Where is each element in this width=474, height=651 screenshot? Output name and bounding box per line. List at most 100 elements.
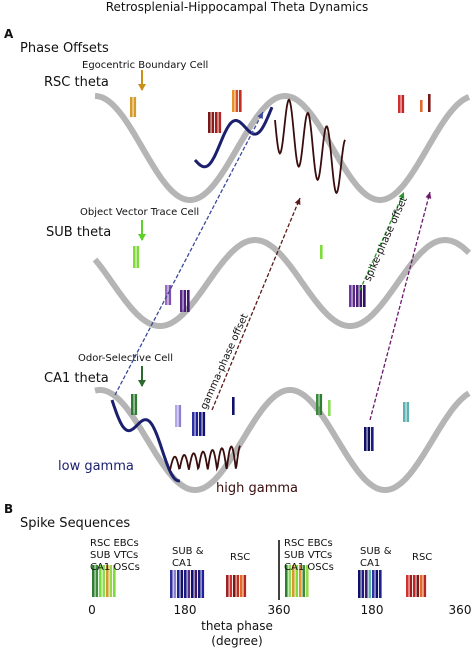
spike-bar [243, 575, 247, 597]
spike-bar [194, 570, 198, 598]
spike-bar [232, 397, 235, 415]
spike-bar [416, 575, 420, 597]
spike-bar [99, 565, 102, 597]
spike-bar [201, 570, 205, 598]
spike-bar [423, 575, 427, 597]
spike-bar [183, 290, 187, 312]
spike-bar [375, 570, 379, 598]
spike-bar [306, 565, 309, 597]
sequence-label: SUB & [360, 546, 392, 557]
cell-arrowhead [138, 234, 146, 241]
theta-waves [92, 92, 472, 494]
spike-bar [328, 400, 331, 416]
spike-bar [229, 575, 233, 597]
spike-bar [320, 245, 323, 259]
spike-bar [365, 570, 368, 598]
cell-label: Egocentric Boundary Cell [82, 60, 208, 71]
spike-bar [226, 575, 229, 597]
spike-bar [165, 285, 168, 305]
axis-tick-label: 180 [361, 603, 384, 617]
spike-bar [428, 94, 431, 112]
sequence-label: CA1 [360, 558, 380, 569]
panel-heading: Phase Offsets [20, 41, 109, 56]
low-gamma-label: low gamma [58, 459, 134, 474]
spike-bar [202, 412, 206, 436]
theta-wave [94, 92, 471, 203]
spike-bar [106, 565, 109, 597]
spike-bar [240, 575, 243, 597]
gamma-trace [110, 399, 181, 483]
spike-bar [211, 112, 215, 133]
spike-bar [356, 285, 359, 307]
spike-bar [295, 565, 299, 597]
spike-bar [178, 405, 182, 427]
spike-bar [175, 405, 178, 427]
sequence-label: SUB & [172, 546, 204, 557]
offset-arrow [211, 197, 301, 411]
spike-bar [235, 90, 239, 112]
sequence-label: RSC EBCs [284, 538, 333, 549]
spike-bar [352, 285, 356, 307]
axis-label: (degree) [211, 634, 262, 648]
gamma-trace [274, 98, 346, 195]
cell-arrowhead [138, 380, 146, 387]
offset-arrowhead [398, 192, 405, 199]
offset-arrow [114, 111, 264, 396]
spike-bar [136, 246, 140, 268]
spike-bar [192, 412, 195, 436]
spike-bar [359, 285, 363, 307]
spike-bar [109, 565, 113, 597]
axis-tick-label: 180 [174, 603, 197, 617]
spike-bar [131, 394, 134, 415]
sequence-label: SUB VTCs [284, 550, 332, 561]
spike-bar [401, 95, 405, 113]
spike-bar [420, 100, 423, 112]
sequence-label: RSC [230, 552, 250, 563]
spike-bar [199, 412, 202, 436]
spike-bar [420, 575, 423, 597]
spike-bar [302, 565, 306, 597]
spike-bar [218, 112, 222, 133]
spike-bar [364, 427, 367, 451]
spike-bar [372, 570, 375, 598]
sequence-label: RSC [412, 552, 432, 563]
spike-bar [316, 394, 319, 415]
spike-bar [406, 402, 410, 422]
spike-bar [187, 290, 190, 312]
spike-bar [349, 285, 352, 307]
spike-bar [208, 112, 211, 133]
gamma-trace [193, 106, 274, 169]
spike-bar [180, 570, 184, 598]
spike-bar [406, 575, 409, 597]
spike-bar [92, 565, 95, 597]
spike-bar [361, 570, 365, 598]
offset-arrows [114, 70, 432, 421]
sequence-label: SUB VTCs [90, 550, 138, 561]
high-gamma-label: high gamma [216, 481, 298, 496]
spike-bar [319, 394, 323, 415]
gamma-trace [169, 445, 241, 472]
offset-arrowhead [294, 198, 301, 205]
cell-label: Odor-Selective Cell [78, 353, 173, 364]
offset-arrowhead [257, 112, 263, 119]
spike-bar [215, 112, 218, 133]
axis-label: theta phase [201, 619, 273, 633]
spike-bar [187, 570, 191, 598]
spike-bar [168, 285, 172, 305]
spike-bar [371, 427, 374, 451]
spike-bar [113, 565, 116, 597]
spike-bar [198, 570, 201, 598]
panel-letter: B [4, 502, 13, 516]
gamma-offset-label: gamma-phase offset [199, 312, 251, 411]
spike-bar [195, 412, 199, 436]
spike-bar [363, 285, 366, 307]
panel-heading: Spike Sequences [20, 516, 130, 531]
wave-label: SUB theta [46, 225, 111, 240]
spike-bar [95, 565, 99, 597]
spike-bars [92, 90, 431, 598]
spike-bar [236, 575, 240, 597]
spike-bar [409, 575, 413, 597]
spike-bar [232, 90, 235, 112]
